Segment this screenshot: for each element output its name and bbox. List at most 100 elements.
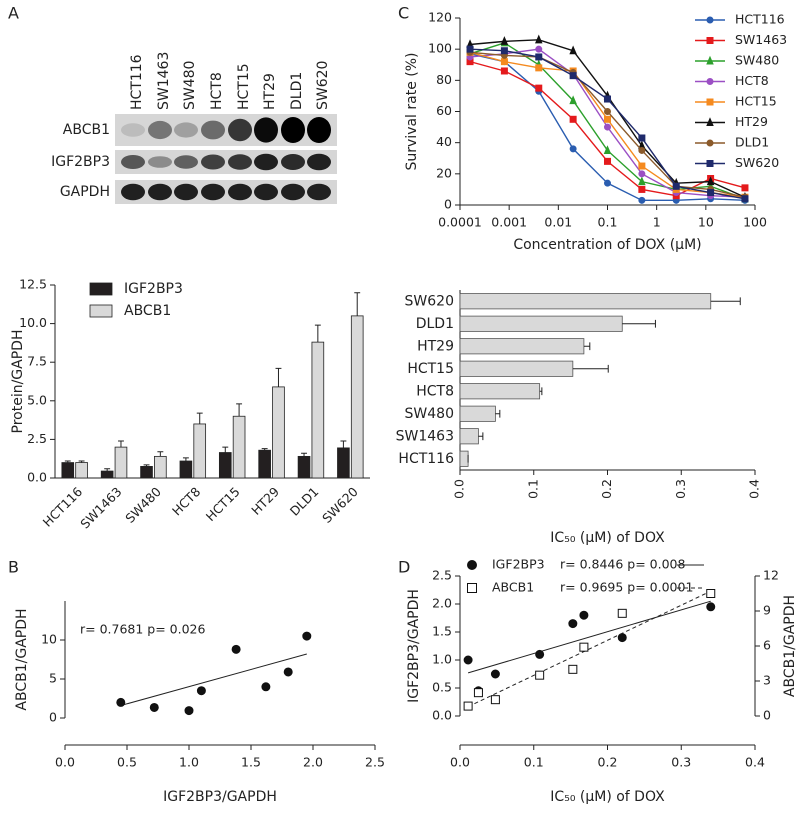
x-tick-label: DLD1: [287, 484, 322, 519]
blot-band: [174, 122, 198, 138]
legend-marker: [706, 117, 714, 126]
marker: [579, 610, 589, 620]
error-bar: [275, 367, 282, 387]
marker: [569, 45, 577, 55]
marker: [617, 608, 627, 618]
bar: [75, 462, 88, 479]
marker: [604, 123, 611, 131]
y-tick-label: 120: [428, 10, 452, 25]
marker: [706, 602, 716, 612]
x-tick-label: SW1463: [77, 484, 124, 531]
marker: [638, 146, 646, 154]
lane-label: HCT15: [236, 63, 252, 110]
y-tick-label: HT29: [417, 338, 454, 354]
x-tick-label: SW480: [122, 484, 164, 526]
x-tick-label: HCT15: [203, 484, 243, 524]
lane-label: HCT8: [209, 72, 225, 110]
bar: [179, 460, 193, 479]
y-tick-label: 0.0: [27, 470, 47, 485]
y-axis-title: Survival rate (%): [404, 52, 420, 170]
x-tick-label: 2.5: [365, 755, 385, 770]
y-tick-label: 80: [436, 72, 452, 87]
marker: [535, 34, 543, 44]
bar: [100, 470, 114, 479]
marker: [569, 115, 577, 123]
y-tick-label: HCT15: [407, 361, 454, 377]
y-tick-label: 9: [763, 603, 771, 618]
x-tick-label: 100: [743, 215, 767, 230]
marker: [568, 619, 578, 629]
blot-band: [307, 183, 331, 201]
marker: [569, 95, 577, 105]
marker: [535, 670, 545, 680]
y-tick-label: 5.0: [27, 392, 47, 407]
fit-line: [120, 653, 307, 707]
bar: [459, 360, 574, 377]
y2-axis-title: ABCB1/GAPDH: [782, 595, 798, 697]
y-tick-label: 10.0: [19, 315, 47, 330]
y-tick-label: 3: [763, 673, 771, 688]
y-tick-label: 1.0: [432, 652, 452, 667]
y-tick-label: SW1463: [396, 428, 454, 444]
y-tick-label: 1.5: [432, 624, 452, 639]
marker: [706, 589, 716, 598]
y-tick-label: HCT8: [416, 383, 454, 399]
legend-label: HT29: [735, 114, 768, 129]
y-tick-label: 0.0: [432, 708, 452, 723]
legend-label: DLD1: [735, 135, 769, 150]
error-bar: [539, 387, 543, 396]
x-axis-title: IC₅₀ (μM) of DOX: [550, 789, 665, 805]
marker: [706, 176, 715, 186]
x-tick-label: 1.5: [241, 755, 261, 770]
blot-band: [201, 183, 225, 201]
bar: [459, 428, 479, 445]
y-axis-title: IGF2BP3/GAPDH: [406, 589, 422, 703]
y-tick-label: 0: [49, 710, 57, 725]
bar: [337, 447, 350, 479]
error-bar: [478, 432, 484, 441]
error-bar: [236, 403, 243, 417]
blot-band: [121, 183, 145, 201]
x-tick-label: 0.4: [747, 479, 762, 499]
blot-band: [281, 153, 305, 171]
y-tick-label: 2.5: [27, 431, 47, 446]
blot-band: [201, 120, 225, 140]
legend-label: HCT15: [735, 94, 777, 109]
x-tick-label: 1: [653, 215, 661, 230]
marker: [638, 185, 646, 193]
x-tick-label: 0.4: [745, 755, 765, 770]
marker: [261, 682, 271, 692]
bar: [272, 386, 285, 479]
panel-label: B: [8, 558, 19, 577]
marker: [490, 695, 500, 705]
x-tick-label: 0.001: [491, 215, 527, 230]
marker: [707, 189, 715, 197]
marker: [473, 688, 483, 698]
y-tick-label: 0.5: [432, 680, 452, 695]
y-tick-label: 2.0: [432, 596, 452, 611]
marker: [604, 95, 611, 103]
bar: [218, 452, 232, 479]
x-tick-label: 0.01: [544, 215, 572, 230]
x-tick-label: 0.0: [55, 755, 75, 770]
x-tick-label: 0.0: [450, 755, 470, 770]
x-axis-title: IC₅₀ (μM) of DOX: [550, 530, 665, 546]
x-tick-label: 0.3: [671, 755, 691, 770]
panel-label: C: [398, 4, 409, 23]
x-tick-label: 0.0001: [438, 215, 482, 230]
marker: [535, 53, 543, 61]
blot-band: [174, 183, 198, 201]
y-axis-title: ABCB1/GAPDH: [14, 608, 30, 710]
blot-band: [228, 118, 252, 142]
legend-swatch: [89, 304, 113, 318]
blot-band: [121, 123, 145, 137]
bar: [311, 341, 325, 479]
blot-band: [254, 183, 278, 201]
x-tick-label: 0.2: [599, 479, 614, 499]
legend-stats: r= 0.9695 p= 0.0001: [560, 580, 693, 595]
marker: [569, 145, 577, 153]
legend-label: ABCB1: [492, 580, 534, 595]
legend-label: IGF2BP3: [124, 281, 183, 297]
y-tick-label: 0: [444, 197, 452, 212]
y-tick-label: 100: [428, 41, 452, 56]
